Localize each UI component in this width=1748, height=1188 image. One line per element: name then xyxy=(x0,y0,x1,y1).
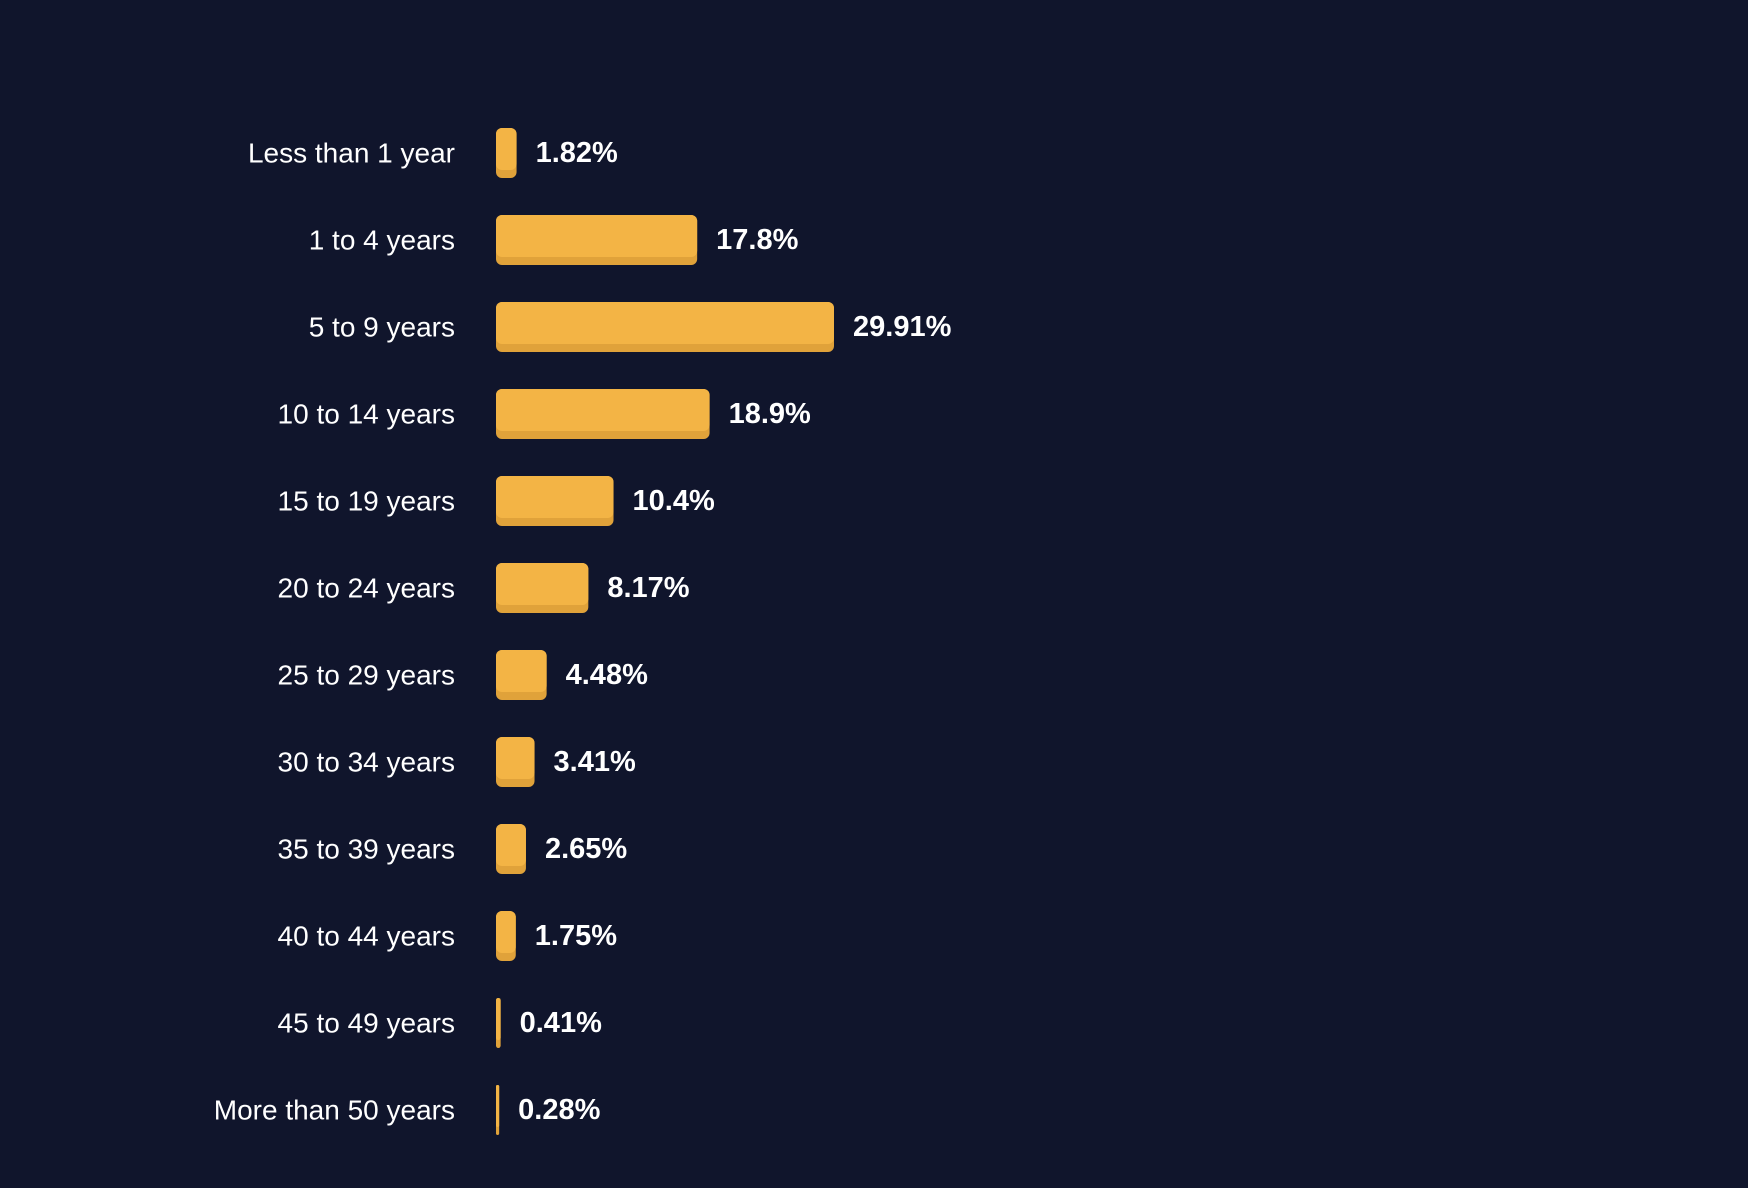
bar-row: 40 to 44 years 1.75% xyxy=(278,911,617,961)
category-label: 5 to 9 years xyxy=(309,312,455,343)
value-label: 2.65% xyxy=(545,833,627,865)
value-label: 0.41% xyxy=(520,1007,602,1039)
value-label: 1.75% xyxy=(535,920,617,952)
bar xyxy=(496,824,526,866)
value-label: 3.41% xyxy=(554,746,636,778)
category-label: 25 to 29 years xyxy=(278,660,455,691)
value-label: 17.8% xyxy=(716,224,798,256)
category-label: 1 to 4 years xyxy=(309,225,455,256)
category-label: 15 to 19 years xyxy=(278,486,455,517)
bar-row: 15 to 19 years 10.4% xyxy=(278,476,715,526)
bar-row: 45 to 49 years 0.41% xyxy=(278,998,602,1048)
category-label: 20 to 24 years xyxy=(278,573,455,604)
bar-row: 25 to 29 years 4.48% xyxy=(278,650,648,700)
bar-row: More than 50 years 0.28% xyxy=(214,1085,601,1135)
value-label: 4.48% xyxy=(566,659,648,691)
bars-group: Less than 1 year 1.82% 1 to 4 years 17.8% 5 … xyxy=(214,128,952,1135)
bar-row: 1 to 4 years 17.8% xyxy=(309,215,799,265)
value-label: 0.28% xyxy=(518,1094,600,1126)
value-label: 1.82% xyxy=(536,137,618,169)
category-label: 45 to 49 years xyxy=(278,1008,455,1039)
category-label: 40 to 44 years xyxy=(278,921,455,952)
bar xyxy=(496,563,589,605)
bar-row: 20 to 24 years 8.17% xyxy=(278,563,690,613)
bar xyxy=(496,650,547,692)
category-label: 10 to 14 years xyxy=(278,399,455,430)
bar xyxy=(496,737,535,779)
bar-row: 5 to 9 years 29.91% xyxy=(309,302,952,352)
bar xyxy=(496,476,614,518)
category-label: 30 to 34 years xyxy=(278,747,455,778)
value-label: 18.9% xyxy=(729,398,811,430)
bar xyxy=(496,911,516,953)
category-label: Less than 1 year xyxy=(248,138,455,169)
bar-row: 10 to 14 years 18.9% xyxy=(278,389,811,439)
value-label: 10.4% xyxy=(633,485,715,517)
bar xyxy=(496,215,698,257)
bar-row: Less than 1 year 1.82% xyxy=(248,128,618,178)
bar-row: 35 to 39 years 2.65% xyxy=(278,824,627,874)
bar xyxy=(496,389,710,431)
bar xyxy=(496,1085,500,1127)
bar xyxy=(496,998,501,1040)
bar-row: 30 to 34 years 3.41% xyxy=(278,737,636,787)
category-label: More than 50 years xyxy=(214,1095,455,1126)
value-label: 8.17% xyxy=(607,572,689,604)
bar xyxy=(496,128,517,170)
bar xyxy=(496,302,834,344)
value-label: 29.91% xyxy=(853,311,952,343)
category-label: 35 to 39 years xyxy=(278,834,455,865)
